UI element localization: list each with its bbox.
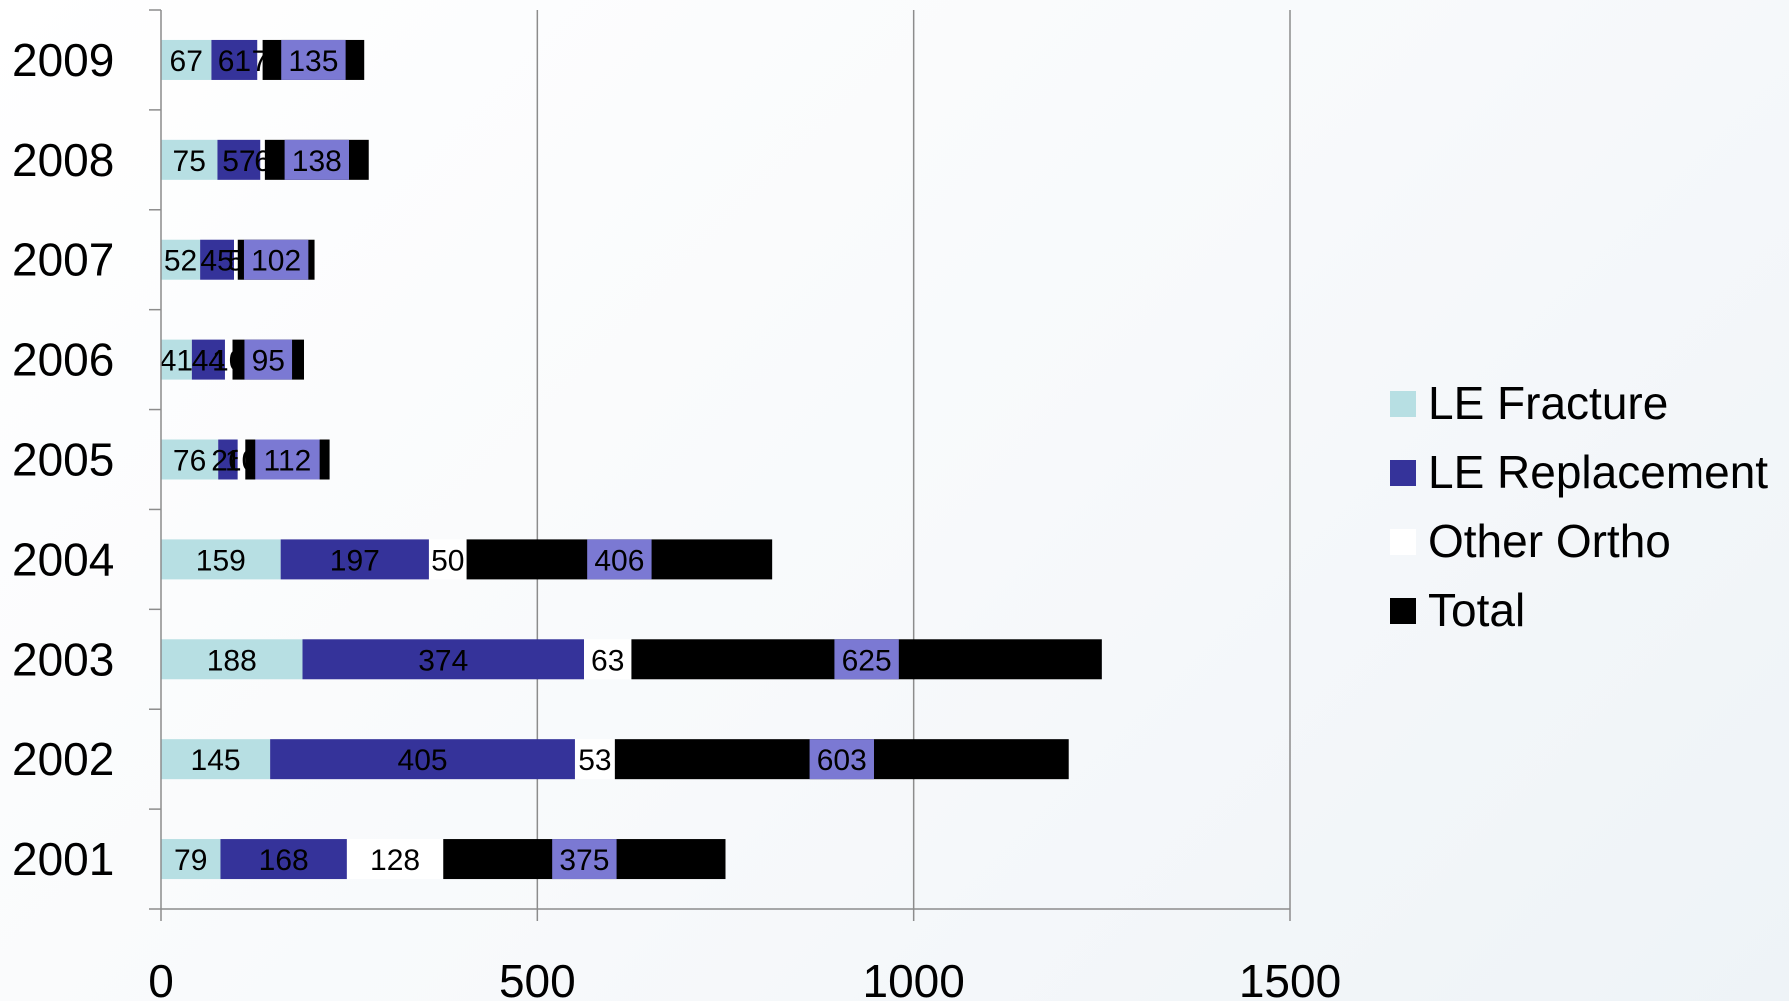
bar-segment bbox=[428, 539, 467, 580]
bar-segment bbox=[161, 739, 271, 780]
data-label: 374 bbox=[418, 644, 468, 677]
bar-segment bbox=[583, 639, 632, 680]
legend-label: LE Fracture bbox=[1428, 377, 1668, 429]
data-label-box bbox=[809, 739, 874, 780]
data-label: 50 bbox=[431, 544, 464, 577]
data-label: 405 bbox=[398, 744, 448, 777]
y-tick-label: 2002 bbox=[12, 733, 114, 785]
data-label: 41 bbox=[160, 345, 193, 378]
data-label: 52 bbox=[164, 245, 197, 278]
data-label: 67 bbox=[170, 45, 203, 78]
bar-segment bbox=[346, 839, 444, 880]
data-label: 135 bbox=[288, 45, 338, 78]
data-label: 45 bbox=[200, 245, 233, 278]
legend-swatch bbox=[1390, 460, 1416, 486]
data-label: 53 bbox=[578, 744, 611, 777]
bar-segment bbox=[211, 39, 258, 80]
x-tick-label: 1500 bbox=[1239, 955, 1341, 1001]
data-label: 168 bbox=[259, 844, 309, 877]
data-label-box bbox=[834, 639, 899, 680]
data-label: 102 bbox=[251, 245, 301, 278]
y-tick-label: 2005 bbox=[12, 434, 114, 486]
y-tick-label: 2007 bbox=[12, 234, 114, 286]
legend: LE Fracture LE Replacement Other Ortho Tota… bbox=[1390, 377, 1768, 636]
bar-segment bbox=[574, 739, 615, 780]
data-label-box bbox=[243, 239, 309, 280]
data-label: 95 bbox=[252, 345, 285, 378]
x-tick-label: 0 bbox=[148, 955, 174, 1001]
data-label: 79 bbox=[174, 844, 207, 877]
data-label-box bbox=[281, 39, 346, 80]
bar-segment bbox=[161, 439, 219, 480]
data-label: 57 bbox=[222, 145, 255, 178]
y-tick-label: 2006 bbox=[12, 334, 114, 386]
bar-segment bbox=[234, 239, 238, 280]
data-label: 61 bbox=[218, 45, 251, 78]
bar-segment bbox=[161, 339, 192, 380]
data-label: 159 bbox=[196, 544, 246, 577]
data-label-box bbox=[244, 339, 293, 380]
data-label: 603 bbox=[817, 744, 867, 777]
data-label: 44 bbox=[192, 345, 225, 378]
x-tick-label: 500 bbox=[499, 955, 576, 1001]
y-tick-labels: 2009 2008 2007 2006 2005 2004 2003 2002 2001 bbox=[12, 34, 114, 885]
bar-segment bbox=[280, 539, 429, 580]
legend-label: Total bbox=[1428, 584, 1525, 636]
bar-segment bbox=[217, 139, 261, 180]
bar-segment bbox=[161, 539, 281, 580]
bar-segment bbox=[161, 39, 212, 80]
data-label: 145 bbox=[191, 744, 241, 777]
axes bbox=[149, 9, 1291, 921]
bar-segment bbox=[191, 339, 225, 380]
data-label: 375 bbox=[559, 844, 609, 877]
data-label: 75 bbox=[173, 145, 206, 178]
legend-label: LE Replacement bbox=[1428, 446, 1768, 498]
data-label-box bbox=[255, 439, 320, 480]
bar-segment bbox=[161, 839, 221, 880]
y-tick-label: 2008 bbox=[12, 134, 114, 186]
legend-swatch bbox=[1390, 529, 1416, 555]
x-tick-label: 1000 bbox=[862, 955, 964, 1001]
bar-segment bbox=[218, 439, 238, 480]
data-label: 138 bbox=[292, 145, 342, 178]
data-label: 197 bbox=[330, 544, 380, 577]
bar-segment bbox=[260, 139, 265, 180]
data-label: 76 bbox=[173, 445, 206, 478]
bar-segment bbox=[161, 239, 201, 280]
legend-label: Other Ortho bbox=[1428, 515, 1671, 567]
data-label-box bbox=[284, 139, 350, 180]
bar-segment bbox=[224, 339, 233, 380]
bar-segment bbox=[200, 239, 235, 280]
y-tick-label: 2004 bbox=[12, 533, 114, 585]
bar-segment bbox=[161, 139, 218, 180]
legend-swatch bbox=[1390, 598, 1416, 624]
y-tick-label: 2003 bbox=[12, 633, 114, 685]
y-tick-label: 2001 bbox=[12, 833, 114, 885]
y-tick-label: 2009 bbox=[12, 34, 114, 86]
bar-segment bbox=[220, 839, 347, 880]
data-label: 625 bbox=[842, 644, 892, 677]
bar-segment bbox=[237, 439, 246, 480]
bar-segment bbox=[302, 639, 584, 680]
data-label-box bbox=[587, 539, 652, 580]
bar-segment bbox=[257, 39, 263, 80]
data-label: 406 bbox=[594, 544, 644, 577]
bar-segment bbox=[161, 639, 303, 680]
legend-swatch bbox=[1390, 391, 1416, 417]
data-label-box bbox=[552, 839, 617, 880]
x-tick-labels: 0 500 1000 1500 bbox=[148, 955, 1341, 1001]
data-label: 128 bbox=[370, 844, 420, 877]
bar-segment bbox=[270, 739, 575, 780]
data-label: 112 bbox=[264, 445, 312, 478]
data-label: 63 bbox=[591, 644, 624, 677]
data-label: 188 bbox=[207, 644, 257, 677]
